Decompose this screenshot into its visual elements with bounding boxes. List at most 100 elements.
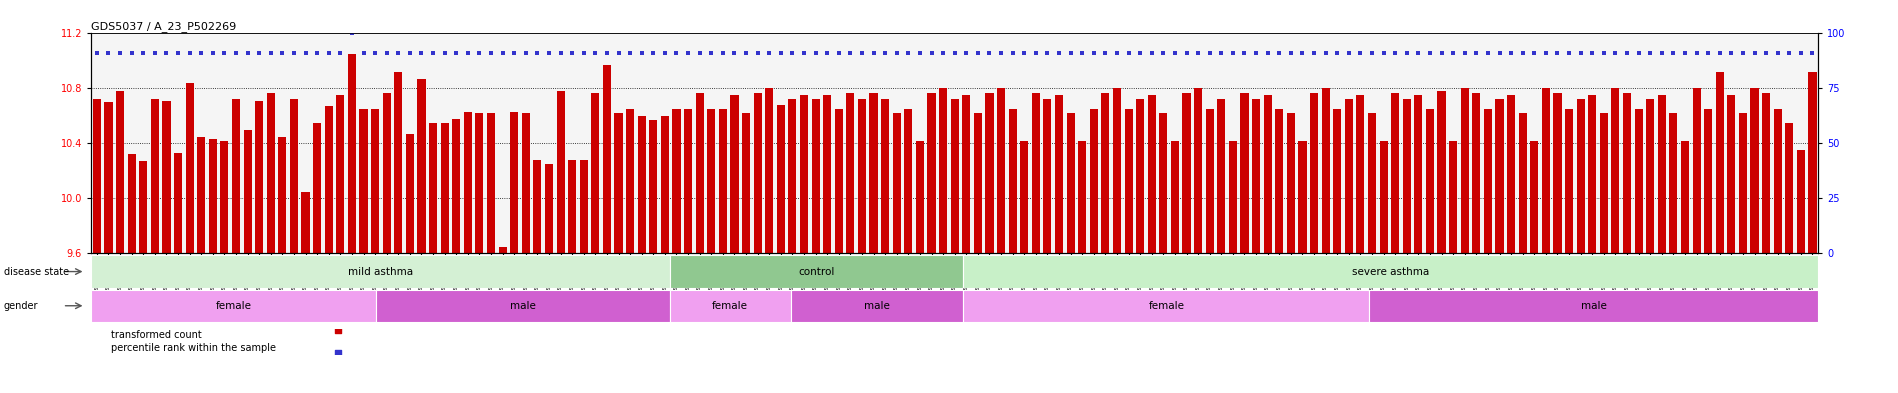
Bar <box>452 119 461 253</box>
Point <box>406 50 437 56</box>
Bar <box>579 160 588 253</box>
Bar <box>1217 99 1226 253</box>
Point <box>1346 50 1376 56</box>
Text: percentile rank within the sample: percentile rank within the sample <box>110 343 275 353</box>
Point <box>1739 50 1769 56</box>
Point <box>1763 50 1794 56</box>
Point <box>349 50 380 56</box>
Bar <box>1171 141 1179 253</box>
Bar <box>951 99 958 253</box>
Bar <box>670 255 964 288</box>
Point <box>268 50 298 56</box>
Bar <box>197 136 205 253</box>
Bar <box>1346 99 1353 253</box>
Point <box>232 50 262 56</box>
Bar <box>1646 99 1655 253</box>
Point <box>581 50 611 56</box>
Point <box>323 350 353 356</box>
Point <box>1716 50 1746 56</box>
Text: GDS5037 / A_23_P502269: GDS5037 / A_23_P502269 <box>91 21 237 32</box>
Point <box>256 50 287 56</box>
Bar <box>186 83 194 253</box>
Bar <box>1786 123 1794 253</box>
Point <box>765 50 795 56</box>
Point <box>323 327 353 333</box>
Point <box>1775 50 1805 56</box>
Bar <box>376 290 670 322</box>
Point <box>1623 50 1653 56</box>
Text: female: female <box>1148 301 1184 311</box>
Bar <box>1253 99 1260 253</box>
Bar <box>1484 109 1492 253</box>
Point <box>336 30 366 37</box>
Point <box>754 50 784 56</box>
Point <box>742 50 772 56</box>
Point <box>708 50 738 56</box>
Point <box>395 50 425 56</box>
Bar <box>1623 92 1630 253</box>
Bar <box>175 153 182 253</box>
Bar <box>302 191 309 253</box>
Point <box>1484 50 1515 56</box>
Bar <box>1357 95 1365 253</box>
Bar <box>1750 88 1759 253</box>
Bar <box>116 91 123 253</box>
Point <box>1323 50 1353 56</box>
Point <box>928 50 958 56</box>
Point <box>1611 50 1642 56</box>
Bar <box>985 92 993 253</box>
Bar <box>1761 92 1771 253</box>
Bar <box>1008 109 1017 253</box>
Bar <box>1657 95 1666 253</box>
Text: mild asthma: mild asthma <box>347 266 414 277</box>
Point <box>974 50 1004 56</box>
Bar <box>254 101 264 253</box>
Bar <box>1055 95 1063 253</box>
Point <box>1275 50 1306 56</box>
Bar <box>1589 95 1596 253</box>
Point <box>290 50 321 56</box>
Point <box>1727 50 1758 56</box>
Bar <box>220 141 228 253</box>
Point <box>1600 50 1630 56</box>
Bar <box>1078 141 1086 253</box>
Point <box>1577 50 1608 56</box>
Point <box>985 50 1015 56</box>
Bar <box>754 92 761 253</box>
Bar <box>1518 113 1526 253</box>
Text: male: male <box>864 301 890 311</box>
Text: female: female <box>712 301 748 311</box>
Point <box>1298 50 1329 56</box>
Bar <box>1448 141 1458 253</box>
Point <box>905 50 936 56</box>
Bar <box>1205 109 1213 253</box>
Point <box>1530 50 1560 56</box>
Point <box>1797 50 1828 56</box>
Point <box>615 50 645 56</box>
Bar <box>406 134 414 253</box>
Point <box>998 50 1029 56</box>
Bar <box>127 154 137 253</box>
Bar <box>719 109 727 253</box>
Point <box>1439 50 1469 56</box>
Bar <box>418 79 425 253</box>
Text: disease state: disease state <box>4 266 68 277</box>
Point <box>545 50 575 56</box>
Point <box>383 50 414 56</box>
Point <box>209 50 239 56</box>
Bar <box>1704 109 1712 253</box>
Bar <box>1739 113 1746 253</box>
Bar <box>776 105 786 253</box>
Point <box>1253 50 1283 56</box>
Point <box>1126 50 1156 56</box>
Bar <box>765 88 772 253</box>
Point <box>847 50 877 56</box>
Point <box>719 50 750 56</box>
Bar <box>1332 109 1342 253</box>
Bar <box>545 164 552 253</box>
Point <box>175 50 205 56</box>
Bar <box>1148 95 1156 253</box>
Point <box>1786 50 1816 56</box>
Point <box>313 50 344 56</box>
Bar <box>440 123 448 253</box>
